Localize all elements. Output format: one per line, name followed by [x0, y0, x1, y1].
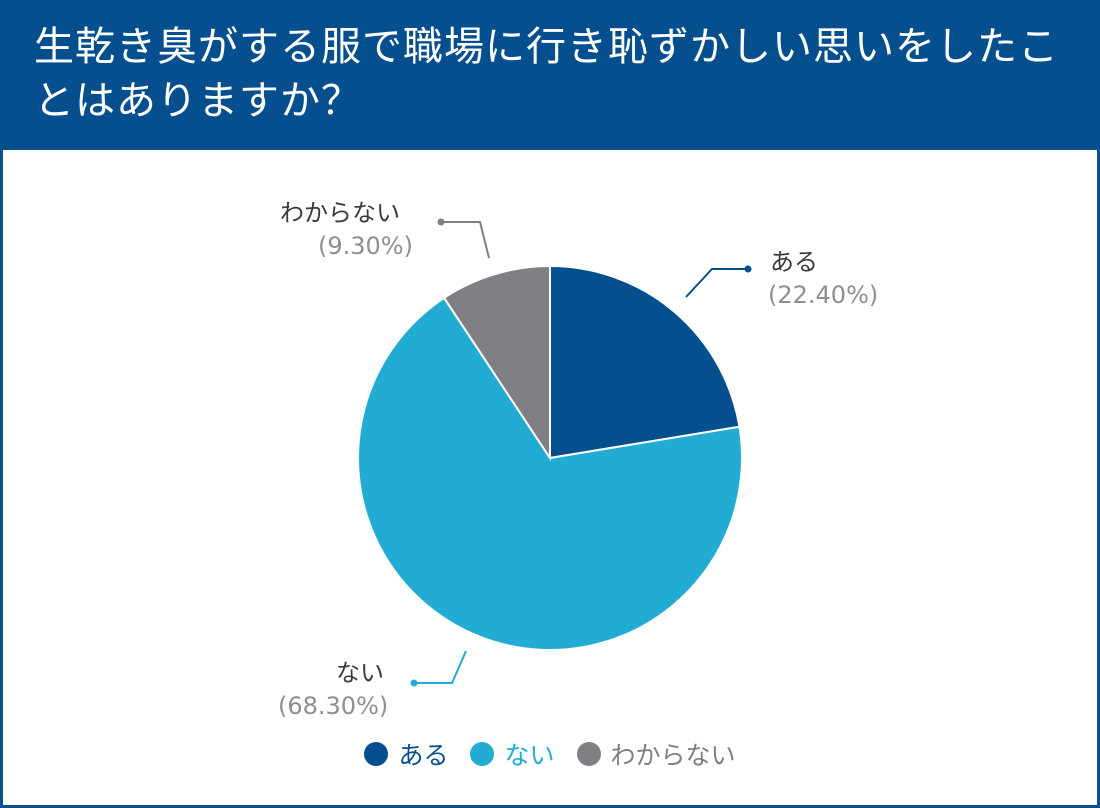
slice-pct-aru: (22.40%): [768, 281, 878, 309]
chart-title: 生乾き臭がする服で職場に行き恥ずかしい思いをしたことはありますか？: [34, 24, 1059, 124]
legend-dot-nai: [470, 742, 495, 766]
leader-line-aru-dot: [744, 265, 752, 273]
legend-label-wakaranai: わからない: [610, 741, 736, 770]
pie-slice-aru: [549, 264, 741, 460]
slice-pct-wakaranai: (9.30%): [318, 232, 413, 260]
leader-line-aru: [685, 268, 748, 298]
legend-dot-wakaranai: [576, 742, 601, 766]
slice-label-aru: ある: [770, 248, 818, 276]
pie-slice-nai: [357, 296, 743, 651]
legend-item-nai: ない: [470, 736, 555, 772]
legend-dot-aru: [364, 742, 389, 766]
legend: ある ない わからない: [0, 736, 1100, 772]
slice-label-wakaranai: わからない: [280, 199, 400, 227]
leader-line-wakaranai-dot: [437, 218, 445, 226]
leader-line-nai: [414, 650, 467, 684]
legend-label-nai: ない: [504, 741, 555, 770]
legend-label-aru: ある: [398, 741, 449, 770]
pie-slices: [357, 264, 743, 651]
legend-item-aru: ある: [364, 736, 448, 772]
slice-label-nai: ない: [336, 659, 384, 687]
title-bar: 生乾き臭がする服で職場に行き恥ずかしい思いをしたことはありますか？: [0, 0, 1100, 150]
slice-pct-nai: (68.30%): [278, 692, 388, 720]
leader-lines: [410, 218, 752, 687]
legend-item-wakaranai: わからない: [576, 736, 736, 772]
leader-line-nai-dot: [410, 679, 418, 687]
pie-slice-wakaranai: [442, 264, 551, 462]
leader-line-wakaranai: [441, 221, 490, 259]
